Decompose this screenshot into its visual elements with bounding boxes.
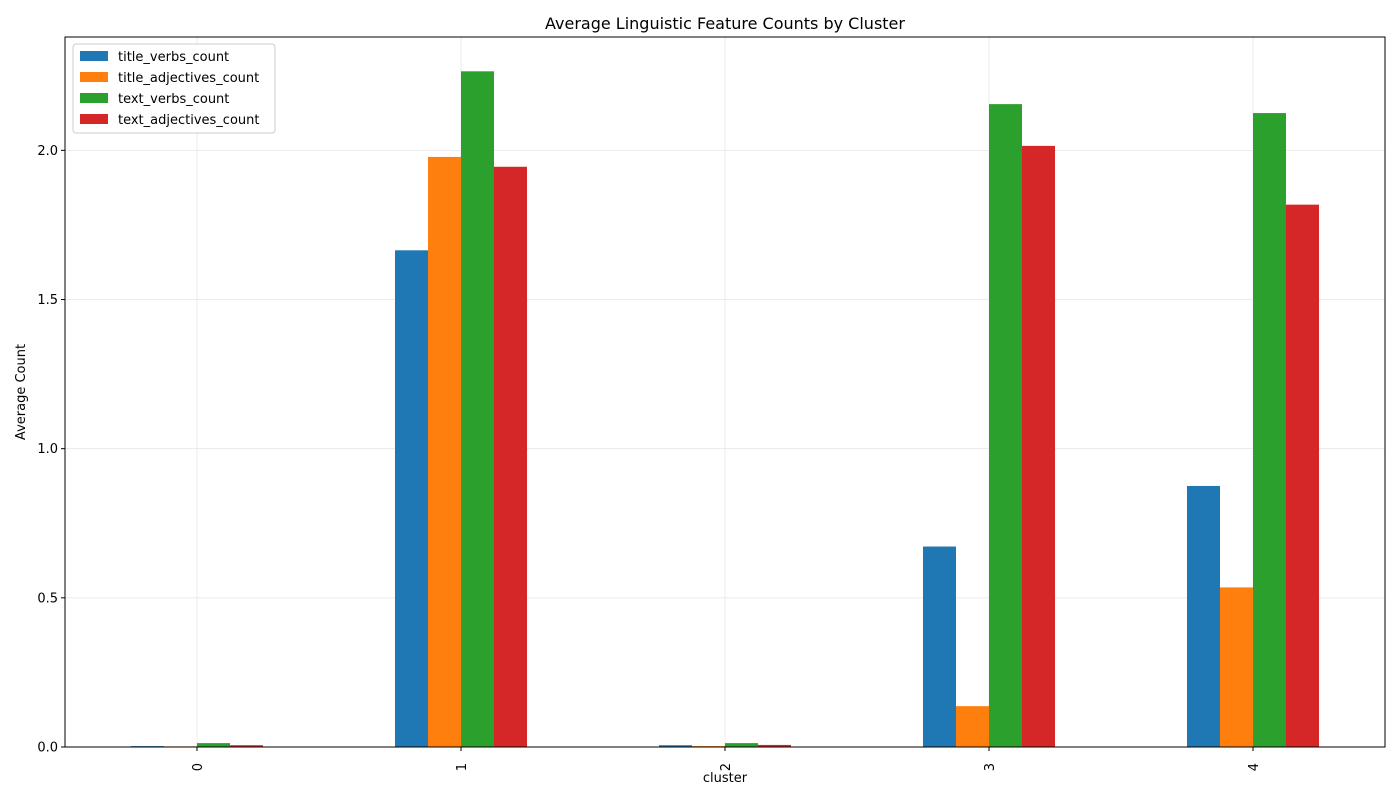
x-tick-label: 1 bbox=[455, 763, 470, 771]
bar-text_verbs_count bbox=[1253, 113, 1286, 748]
bar-text_verbs_count bbox=[197, 743, 230, 747]
bar-title_verbs_count bbox=[395, 250, 428, 747]
legend-label: title_verbs_count bbox=[118, 50, 229, 65]
y-tick-label: 0.0 bbox=[37, 741, 58, 756]
bar-text_adjectives_count bbox=[758, 744, 791, 747]
bar-text_adjectives_count bbox=[1022, 145, 1055, 748]
bar-title_adjectives_count bbox=[956, 706, 989, 747]
legend-label: title_adjectives_count bbox=[118, 71, 259, 86]
y-tick-label: 1.0 bbox=[37, 442, 58, 457]
legend-box bbox=[72, 43, 276, 134]
legend-swatch bbox=[80, 93, 108, 103]
bar-text_adjectives_count bbox=[494, 166, 527, 747]
bar-text_verbs_count bbox=[461, 71, 494, 748]
bar-title_verbs_count bbox=[659, 745, 692, 747]
x-tick-label: 0 bbox=[191, 763, 206, 771]
legend-swatch bbox=[80, 114, 108, 124]
bar-title_verbs_count bbox=[1187, 485, 1220, 747]
legend-label: text_adjectives_count bbox=[118, 113, 259, 128]
bar-title_verbs_count bbox=[923, 546, 956, 747]
chart-title: Average Linguistic Feature Counts by Clu… bbox=[545, 14, 905, 33]
y-tick-label: 1.5 bbox=[37, 293, 58, 308]
bar-text_verbs_count bbox=[989, 104, 1022, 748]
y-tick-label: 2.0 bbox=[37, 144, 58, 159]
bar-title_adjectives_count bbox=[1220, 587, 1253, 747]
bars-layer bbox=[131, 71, 1319, 748]
x-tick-label: 3 bbox=[983, 763, 998, 771]
bar-title_adjectives_count bbox=[428, 156, 461, 747]
legend-label: text_verbs_count bbox=[118, 92, 229, 107]
legend-swatch bbox=[80, 72, 108, 82]
x-tick-label: 4 bbox=[1247, 763, 1262, 771]
x-tick-label: 2 bbox=[719, 763, 734, 771]
y-tick-label: 0.5 bbox=[37, 591, 58, 606]
bar-text_adjectives_count bbox=[230, 745, 263, 747]
ticks-layer: 0 1 2 3 4 0.0 0.5 1.0 1.5 2.0 bbox=[37, 144, 1262, 771]
x-axis-label: cluster bbox=[703, 771, 748, 786]
bar-text_adjectives_count bbox=[1286, 204, 1319, 747]
legend: title_verbs_count title_adjectives_countt… bbox=[72, 43, 276, 134]
legend-swatch bbox=[80, 51, 108, 61]
bar-text_verbs_count bbox=[725, 743, 758, 747]
y-axis-label: Average Count bbox=[14, 344, 29, 440]
